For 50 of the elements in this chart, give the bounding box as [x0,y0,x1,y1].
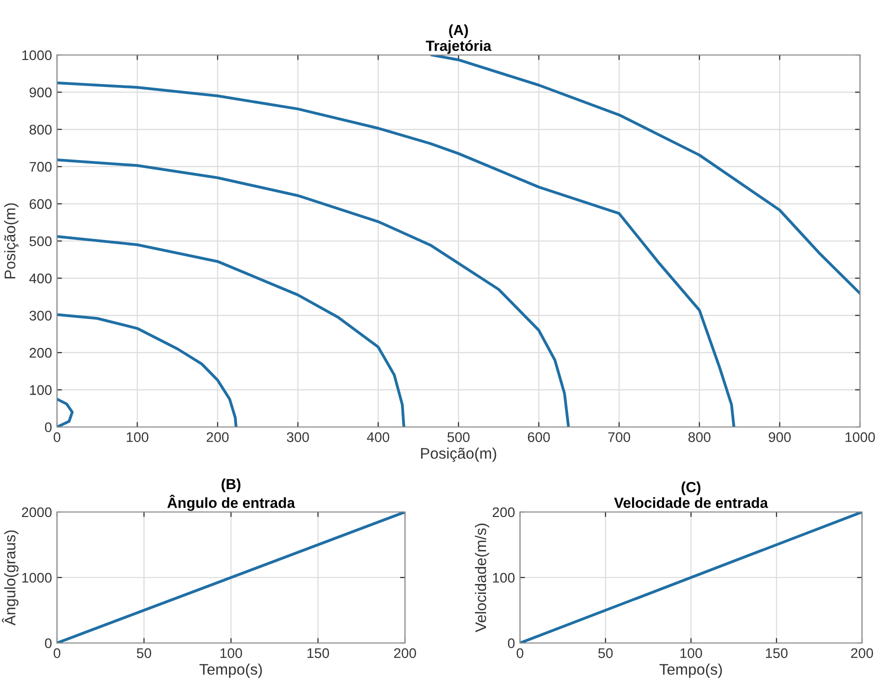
x-tick-label: 600 [528,432,550,442]
x-tick-label: 800 [688,432,710,442]
y-tick-label: 100 [30,385,52,395]
y-tick-label: 100 [493,572,515,583]
y-tick-label: 0 [44,638,52,648]
x-tick-label: 200 [206,432,229,442]
y-tick-label: 400 [29,274,52,284]
chart-subtitle: Velocidade de entrada [614,497,768,508]
y-tick-label: 200 [492,507,515,518]
x-tick-label: 400 [366,432,390,442]
x-tick-label: 0 [54,648,60,658]
y-tick-label: 1000 [22,50,52,60]
y-tick-label: 200 [30,348,52,358]
chart-title: (A) [449,24,468,38]
y-tick-label: 900 [30,88,52,98]
x-tick-label: 100 [680,648,702,658]
x-tick-label: 0 [516,648,524,658]
y-tick-label: 2000 [22,507,52,518]
x-tick-label: 300 [286,432,309,442]
x-axis-title: Tempo(s) [660,664,722,678]
x-tick-label: 100 [126,432,148,442]
y-tick-label: 300 [30,310,52,321]
y-tick-label: 600 [30,199,52,209]
y-tick-label: 1000 [22,572,52,583]
y-tick-label: 500 [30,236,52,246]
chart-subtitle: Trajetória [426,40,492,54]
y-tick-label: 700 [30,162,52,172]
y-axis-title: Ângulo(graus) [2,530,18,626]
x-axis-title: Posição(m) [421,448,496,462]
y-tick-label: 0 [508,638,515,648]
x-tick-label: 900 [768,432,791,442]
y-axis-title: Posição(m) [4,203,18,278]
x-tick-label: 150 [307,648,330,658]
chart-title: (C) [682,482,700,496]
x-tick-label: 100 [220,648,242,658]
x-tick-label: 150 [766,648,788,658]
x-axis-title: Tempo(s) [200,664,262,678]
x-tick-label: 200 [394,648,416,658]
x-tick-label: 700 [608,432,630,442]
x-tick-label: 0 [54,432,60,442]
x-tick-label: 50 [598,648,613,658]
x-tick-label: 50 [136,648,152,658]
y-tick-label: 800 [30,124,52,135]
chart-title: (B) [222,478,240,492]
chart-subtitle: Ângulo de entrada [167,494,296,511]
y-tick-label: 0 [44,422,52,432]
x-tick-label: 500 [447,432,470,442]
x-tick-label: 1000 [846,432,875,442]
y-axis-title: Velocidade(m/s) [474,524,490,632]
x-tick-label: 200 [851,648,874,658]
